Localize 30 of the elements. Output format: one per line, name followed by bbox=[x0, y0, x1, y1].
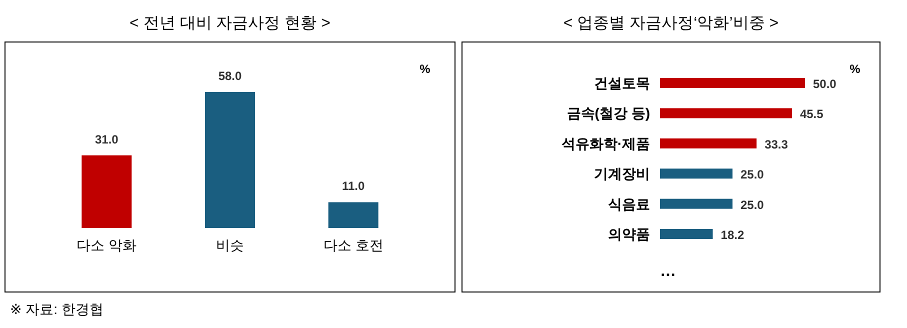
y-tick-label: 식음료 bbox=[608, 196, 650, 212]
x-tick-label: 다소 악화 bbox=[76, 237, 137, 253]
bar bbox=[660, 198, 732, 209]
x-tick-label: 비슷 bbox=[216, 237, 244, 253]
text: % bbox=[420, 62, 431, 76]
bar bbox=[660, 78, 805, 88]
y-tick-label: 기계장비 bbox=[594, 166, 650, 182]
data-label: 31.0 bbox=[94, 132, 119, 146]
data-label: 25.0 bbox=[740, 168, 764, 182]
bar bbox=[660, 108, 792, 118]
chart-title: < 전년 대비 자금사정 현황 > bbox=[130, 15, 330, 32]
y-tick-label: 건설토목 bbox=[594, 75, 650, 91]
data-label: 11.0 bbox=[342, 179, 365, 194]
data-label: 33.3 bbox=[764, 137, 788, 152]
data-label: 58.0 bbox=[218, 69, 242, 83]
chart-title: < 업종별 자금사정‘악화’비중 > bbox=[563, 15, 779, 32]
y-tick-label: 의약품 bbox=[608, 226, 650, 242]
text: ※ 자료: 한경협 bbox=[10, 301, 104, 317]
bar bbox=[660, 229, 713, 239]
data-label: 50.0 bbox=[813, 77, 837, 91]
x-tick-label: 다소 호전 bbox=[323, 237, 384, 253]
bar bbox=[660, 138, 757, 148]
y-tick-label: 석유화학·제품 bbox=[561, 135, 650, 152]
text: % bbox=[850, 62, 861, 76]
data-label: 45.5 bbox=[800, 107, 824, 122]
data-label: 25.0 bbox=[740, 198, 764, 212]
y-tick-label: 금속(철강 등) bbox=[566, 105, 650, 122]
bar bbox=[660, 168, 732, 179]
text: … bbox=[660, 263, 676, 280]
data-label: 18.2 bbox=[720, 228, 744, 242]
